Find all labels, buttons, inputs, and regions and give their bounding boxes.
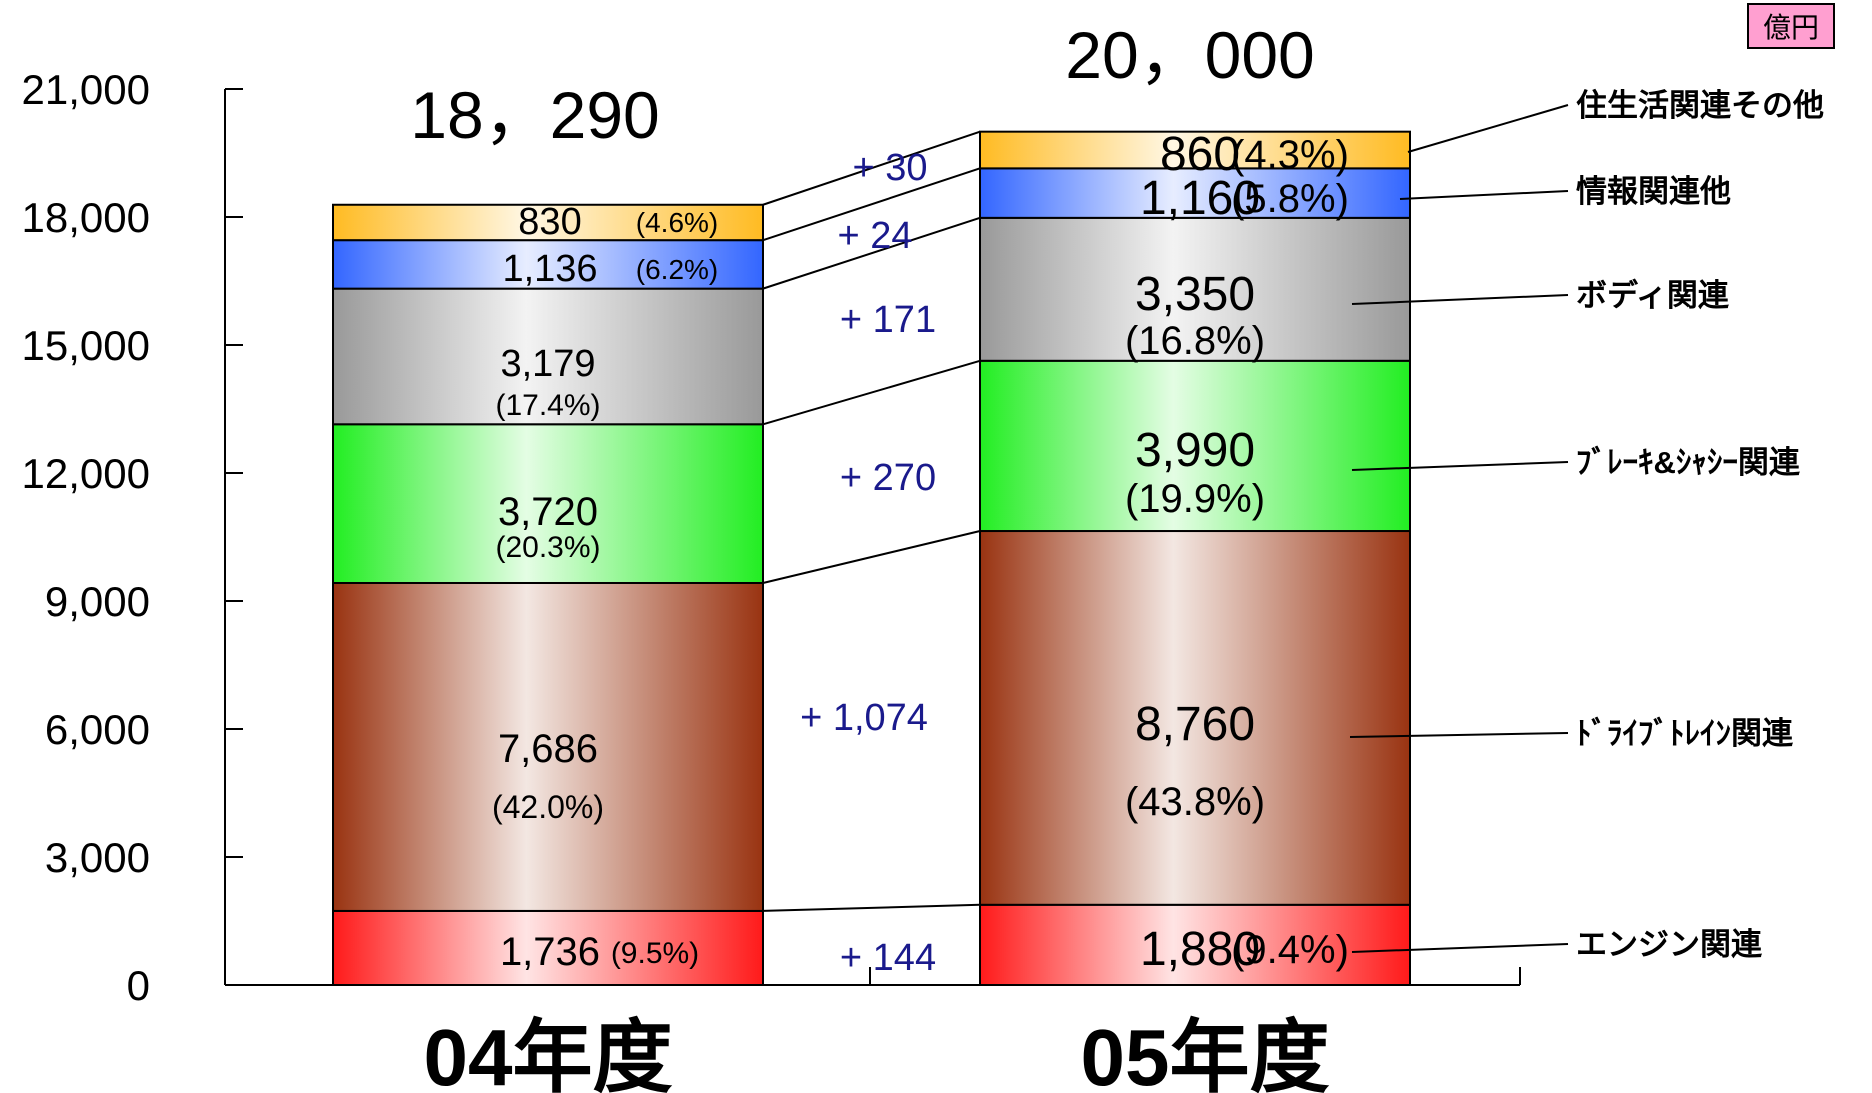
segment-value-label: 7,686 — [498, 727, 598, 771]
legend-leader-line — [1399, 190, 1569, 200]
y-tick-label: 21,000 — [22, 66, 150, 113]
bar-segment — [332, 239, 764, 290]
segment-value-label: 830 — [518, 201, 581, 243]
segment-pct-label: (5.8%) — [1231, 177, 1349, 221]
bar-segment — [979, 530, 1411, 906]
legend-leader-line — [1351, 461, 1569, 471]
bar-segment — [979, 130, 1411, 170]
connector-line — [762, 530, 981, 584]
segment-pct-label: (20.3%) — [495, 531, 600, 564]
total-label: 18，290 — [410, 78, 660, 152]
delta-label: + 1,074 — [800, 697, 928, 739]
delta-labels: + 144 + 1,074 + 270 + 171 + 24 + 30 — [800, 147, 936, 979]
delta-label: + 171 — [840, 299, 936, 341]
connector-line — [762, 216, 981, 290]
category-label: 04年度 — [424, 1013, 673, 1093]
y-tick-label: 18,000 — [22, 194, 150, 241]
segment-pct-label: (9.5%) — [611, 937, 699, 970]
segment-value-label: 3,179 — [500, 343, 595, 385]
category-label: 05年度 — [1081, 1013, 1330, 1093]
legend-leader-line — [1407, 104, 1569, 153]
segment-pct-label: (19.9%) — [1125, 477, 1265, 521]
segment-value-label: 1,736 — [500, 930, 600, 974]
category-labels: 04年度 05年度 — [424, 1013, 1330, 1093]
y-tick-label: 6,000 — [45, 706, 150, 753]
total-labels: 18，290 20，000 — [410, 18, 1315, 152]
legend-entry: 情報関連他 — [1576, 174, 1731, 209]
y-tick-label: 9,000 — [45, 578, 150, 625]
legend-leader-line — [1349, 732, 1569, 738]
legend-entry: ﾄﾞﾗｲﾌﾞﾄﾚｲﾝ関連 — [1576, 716, 1794, 751]
legend-entry: 住生活関連その他 — [1576, 88, 1824, 123]
segment-value-label: 3,990 — [1135, 424, 1255, 477]
y-tick-label: 0 — [127, 962, 150, 1009]
unit-badge: 億円 — [1747, 3, 1835, 49]
legend-entry: エンジン関連 — [1576, 927, 1763, 962]
delta-label: + 144 — [840, 937, 936, 979]
connector-line — [762, 903, 981, 912]
segment-value-label: 3,720 — [498, 490, 598, 534]
connector-line — [762, 167, 981, 242]
bar-segment — [979, 167, 1411, 219]
segment-value-label: 860 — [1160, 128, 1240, 181]
segment-pct-label: (43.8%) — [1125, 780, 1265, 824]
segment-value-label: 1,880 — [1140, 923, 1260, 976]
bar-segment — [332, 287, 764, 426]
segment-pct-label: (4.6%) — [636, 207, 718, 238]
bars — [332, 130, 1411, 987]
segment-pct-label: (6.2%) — [636, 254, 718, 285]
connector-line — [762, 359, 981, 426]
segment-value-label: 1,136 — [502, 248, 597, 290]
total-label: 20，000 — [1065, 18, 1315, 92]
connector-line — [762, 130, 981, 206]
delta-label: + 30 — [852, 147, 927, 189]
connector-lines — [762, 130, 981, 912]
segment-pct-label: (16.8%) — [1125, 319, 1265, 363]
delta-label: + 270 — [840, 457, 936, 499]
segment-labels: 1,736 (9.5%) 1,880(9.4%) 7,686 (42.0%) 8,760 (… — [492, 128, 1349, 976]
y-tick-label: 12,000 — [22, 450, 150, 497]
bar-segment — [979, 903, 1411, 987]
segment-value-label: 3,350 — [1135, 268, 1255, 321]
unit-label: 億円 — [1763, 12, 1819, 43]
legend-leader-line — [1351, 294, 1569, 305]
bar-segment — [979, 216, 1411, 362]
segment-pct-label: (4.3%) — [1231, 133, 1349, 177]
y-tick-label: 3,000 — [45, 834, 150, 881]
delta-label: + 24 — [837, 215, 912, 257]
segment-value-label: 8,760 — [1135, 698, 1255, 751]
legend-entry: ﾌﾞﾚｰｷ&ｼｬｼｰ関連 — [1576, 445, 1801, 480]
legend-entry: ボディ関連 — [1576, 278, 1730, 313]
legend-leader-line — [1351, 943, 1569, 953]
bar-segment — [332, 203, 764, 242]
y-tick-label: 15,000 — [22, 322, 150, 369]
segment-pct-label: (42.0%) — [492, 789, 604, 825]
segment-pct-label: (9.4%) — [1231, 928, 1349, 972]
y-ticks: 0 3,000 6,000 9,000 12,000 15,000 18,000 21,000 — [22, 66, 243, 1009]
bar-segment — [332, 423, 764, 584]
segment-pct-label: (17.4%) — [495, 389, 600, 422]
bar-segment — [979, 359, 1411, 533]
segment-value-label: 1,160 — [1140, 172, 1260, 225]
